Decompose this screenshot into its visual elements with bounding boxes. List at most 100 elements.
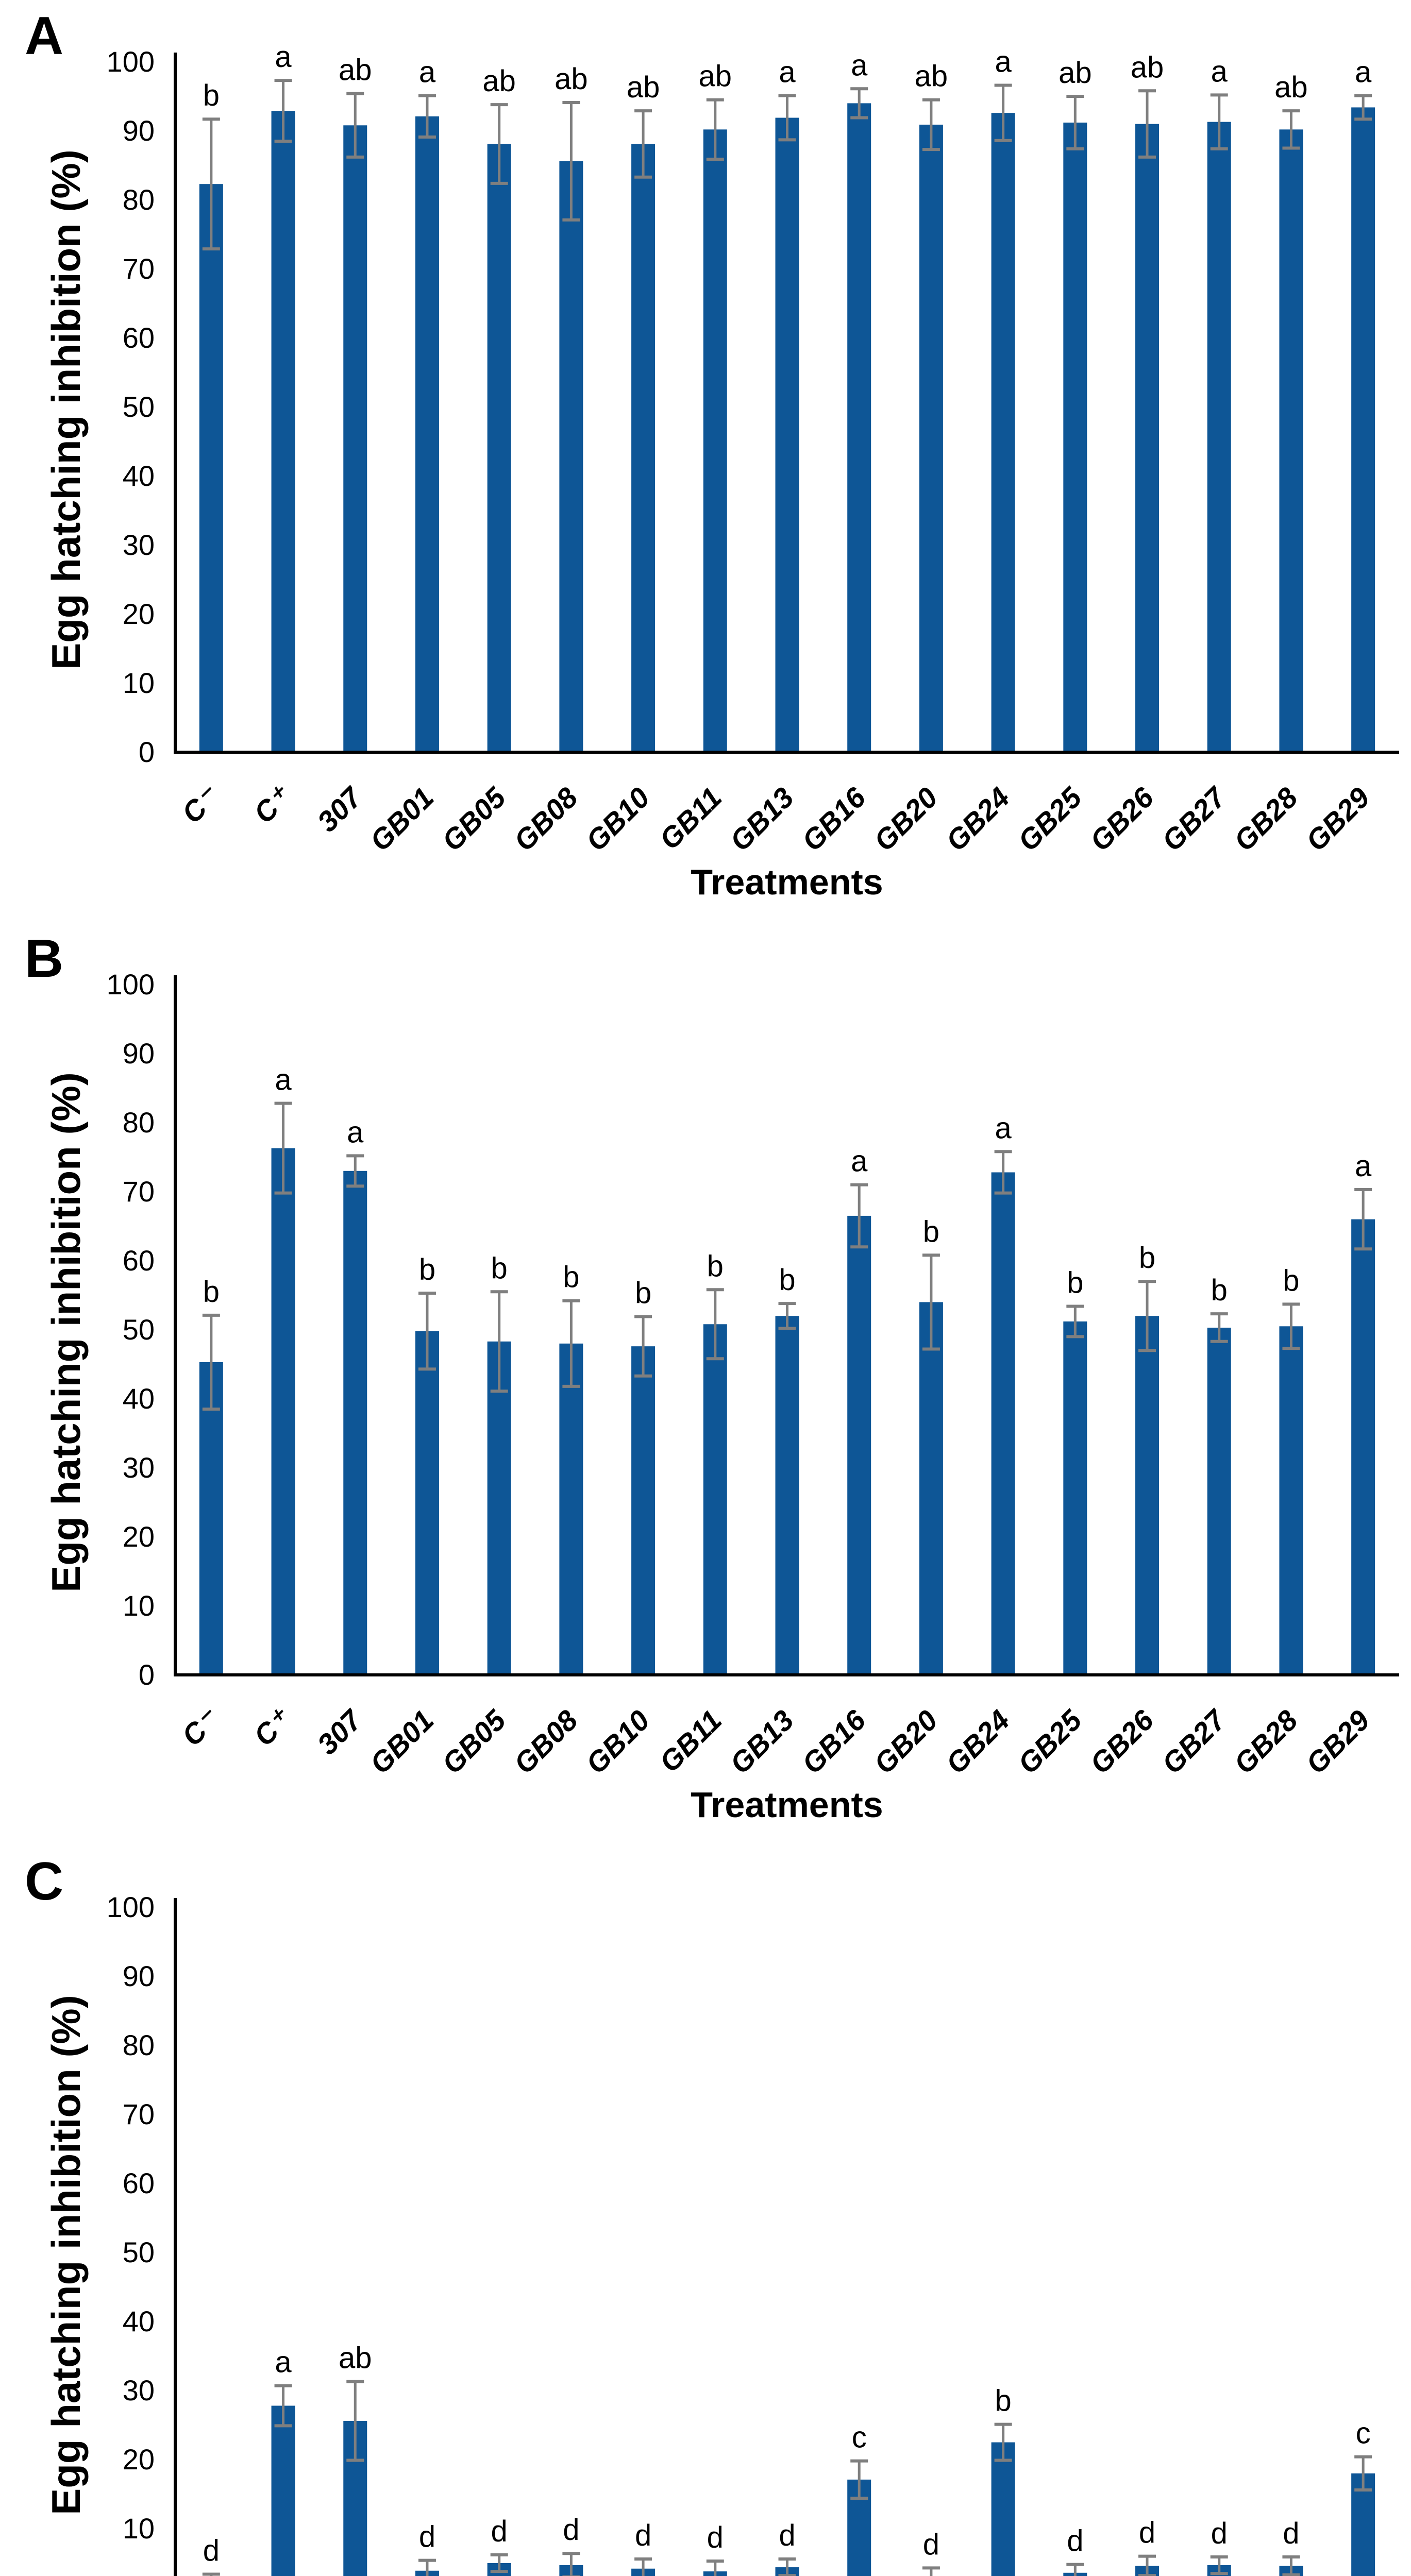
bar-group: ab 307 [311,54,372,838]
x-tick-label-group: C⁻ [175,779,226,829]
panel-letter-c: C [25,1852,64,1911]
x-tick-label-group: GB20 [867,1704,944,1780]
bar-group: a GB01 [363,56,440,857]
bar-group: b GB11 [653,1249,728,1778]
bar [1063,122,1087,752]
bar [775,117,799,752]
x-tick-label: GB05 [435,781,512,857]
y-tick-label: 50 [123,391,155,423]
bar [1279,1326,1303,1675]
x-tick-label-group: GB01 [363,1704,440,1780]
y-tick-label: 90 [123,1960,155,1992]
significance-letter: ab [339,54,372,87]
significance-letter: ab [699,60,732,93]
significance-letter: d [923,2528,939,2561]
bar-group: ab GB08 [508,62,588,857]
bar [1351,107,1375,753]
bar [415,116,439,753]
significance-letter: b [203,1275,220,1309]
x-tick-label: C⁺ [247,779,298,829]
significance-letter: a [1355,56,1372,89]
significance-letter: ab [1059,56,1092,90]
bar-group: cGB16 [847,2421,871,2576]
bar-group: b GB25 [1012,1266,1088,1780]
significance-letter: d [779,2519,795,2552]
significance-letter: d [203,2534,220,2567]
x-tick-label: 307 [311,1703,369,1761]
y-tick-label: 80 [123,183,155,216]
bar [559,161,583,753]
y-tick-label: 70 [123,1175,155,1208]
y-tick-label: 60 [123,2167,155,2199]
significance-letter: a [995,1111,1012,1145]
x-tick-label: GB16 [796,1703,872,1780]
bar [1279,129,1303,752]
bar-group: ab GB25 [1012,56,1092,857]
bar [559,1343,583,1675]
x-tick-label-group: GB05 [435,1703,512,1780]
significance-letter: b [1283,1264,1299,1297]
bar-group: a 307 [311,1115,369,1760]
bar [703,1324,727,1675]
x-tick-label: GB20 [867,1704,944,1780]
x-tick-label: GB16 [796,781,872,857]
x-tick-label-group: GB13 [724,1704,800,1780]
panel-letter-a: A [25,6,64,66]
x-tick-label-group: GB05 [435,781,512,857]
x-tick-label-group: GB16 [796,781,872,857]
significance-letter: ab [482,64,516,98]
y-tick-label: 10 [123,2512,155,2545]
bar [991,2442,1015,2576]
bar [271,2405,295,2576]
x-tick-label-group: GB27 [1155,780,1233,857]
significance-letter: b [1067,1266,1083,1299]
significance-letter: b [635,1277,651,1310]
significance-letter: a [275,2346,292,2379]
bar-group: ab GB10 [580,71,660,857]
significance-letter: a [347,1115,364,1149]
x-tick-label: GB24 [939,781,1016,857]
panel-b: b C⁻ a C⁺ a 307 b GB01 b GB05 b GB08 b GB10 b GB11 b GB13… [0,923,1411,1845]
significance-letter: a [275,1063,292,1096]
bar [343,1171,367,1675]
bar-group: a GB24 [939,45,1016,857]
bar-group: b GB05 [435,1251,512,1780]
bar [631,1346,656,1675]
bar-group: ab GB11 [653,60,732,856]
significance-letter: a [275,40,292,74]
significance-letter: ab [915,60,948,93]
bar-group: b GB26 [1084,1241,1161,1780]
significance-letter: b [563,1261,579,1294]
y-tick-label: 100 [107,45,155,78]
bar-group: ab GB20 [867,60,948,857]
significance-letter: d [1211,2517,1228,2550]
x-tick-label: 307 [311,780,369,838]
x-tick-label: GB13 [724,1704,800,1780]
bar-group: b GB27 [1155,1274,1233,1780]
x-tick-label-group: GB25 [1012,1703,1088,1780]
x-tick-label-group: GB20 [867,781,944,857]
bar-group: a GB27 [1155,55,1233,857]
x-tick-label: GB26 [1084,781,1161,857]
bar [199,1362,223,1675]
x-tick-label: GB28 [1228,781,1304,857]
significance-letter: b [779,1263,795,1297]
significance-letter: d [707,2521,724,2554]
y-tick-label: 30 [123,2374,155,2406]
y-tick-label: 90 [123,1037,155,1070]
significance-letter: d [1067,2524,1083,2558]
bar [487,1341,511,1675]
y-tick-label: 60 [123,321,155,354]
y-tick-label: 100 [107,1891,155,1923]
y-tick-label: 10 [123,1589,155,1622]
x-tick-label: GB01 [363,1704,440,1780]
y-tick-label: 20 [123,1520,155,1553]
x-tick-label: GB11 [653,781,728,856]
x-tick-label-group: GB11 [653,781,728,856]
significance-letter: a [851,48,868,82]
x-tick-label-group: GB26 [1084,781,1161,857]
bar [1063,1321,1087,1675]
bar-group: dC⁻ [202,2534,220,2576]
